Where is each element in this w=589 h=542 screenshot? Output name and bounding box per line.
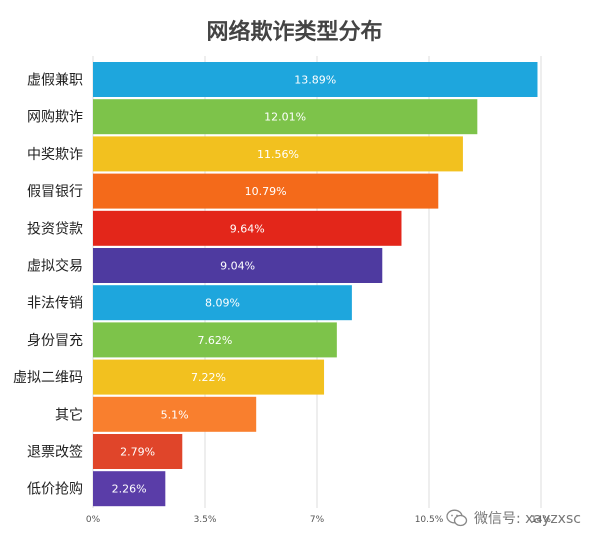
data-label: 7.62% — [197, 334, 232, 347]
category-label: 非法传销 — [27, 296, 83, 312]
bar — [93, 99, 478, 135]
bar — [93, 285, 352, 321]
bar — [93, 322, 337, 358]
wechat-icon — [446, 509, 468, 527]
bar — [93, 248, 383, 283]
category-label: 退票改签 — [27, 444, 83, 461]
category-label: 低价抢购 — [27, 481, 83, 498]
data-label: 2.79% — [120, 446, 155, 459]
data-label: 9.64% — [230, 222, 265, 235]
data-label: 5.1% — [161, 408, 189, 421]
data-label: 10.79% — [245, 185, 287, 198]
x-tick-label: 14% — [531, 515, 551, 525]
x-tick-label: 0% — [86, 515, 101, 525]
bar — [93, 471, 166, 507]
bar — [93, 62, 538, 97]
x-tick-label: 10.5% — [415, 515, 444, 525]
bar — [93, 434, 183, 469]
data-label: 12.01% — [264, 111, 306, 124]
bar — [93, 396, 257, 432]
bar — [93, 173, 439, 209]
data-label: 11.56% — [257, 148, 299, 161]
x-tick-label: 3.5% — [194, 515, 217, 525]
bar — [93, 359, 325, 395]
category-label: 其它 — [55, 406, 83, 423]
category-label: 虚假兼职 — [27, 73, 83, 89]
data-label: 9.04% — [220, 260, 255, 273]
data-label: 2.26% — [112, 483, 147, 496]
labels-layer: 13.89% 虚假兼职 12.01% 网购欺诈 11.56% 中奖欺诈 10.79% 假冒银行… — [13, 73, 336, 498]
category-label: 投资贷款 — [27, 221, 83, 237]
category-label: 网购欺诈 — [27, 110, 83, 126]
category-label: 假冒银行 — [27, 184, 83, 200]
chart-title: 网络欺诈类型分布 — [206, 20, 383, 45]
category-label: 身份冒充 — [27, 333, 83, 349]
data-label: 7.22% — [191, 371, 226, 384]
category-label: 虚拟二维码 — [13, 370, 83, 386]
data-label: 13.89% — [294, 74, 336, 87]
watermark: 微信号: xayzxsc — [446, 506, 586, 530]
bars-layer — [93, 62, 538, 507]
data-label: 8.09% — [205, 297, 240, 310]
category-label: 中奖欺诈 — [27, 146, 83, 163]
bar — [93, 210, 402, 246]
ticks-layer: 0% 3.5% 7% 10.5% 14% — [86, 515, 552, 525]
watermark-text: 微信号: xayzxsc — [474, 511, 581, 527]
category-label: 虚拟交易 — [27, 258, 83, 275]
bar — [93, 136, 463, 172]
x-tick-label: 7% — [310, 515, 325, 525]
